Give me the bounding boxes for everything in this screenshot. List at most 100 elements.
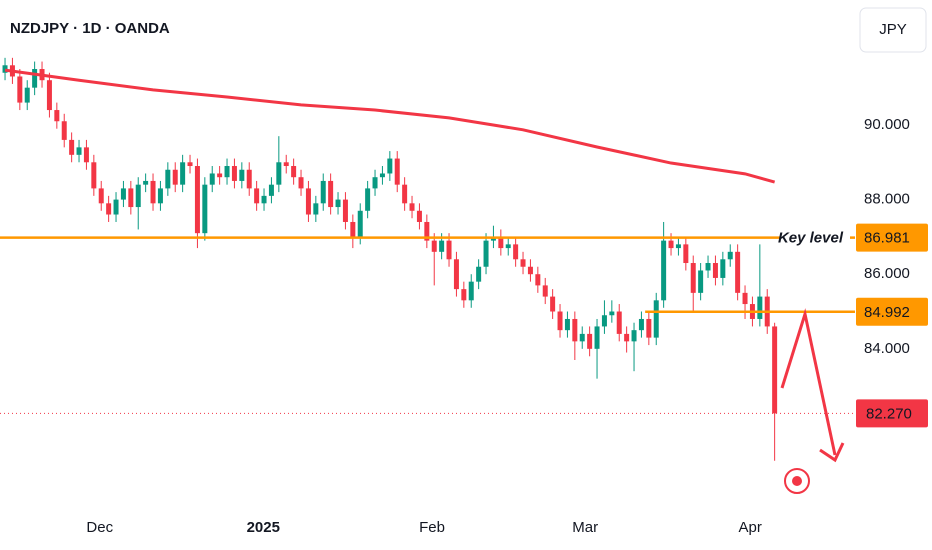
candle-body xyxy=(587,333,593,349)
marker-dot xyxy=(792,476,802,486)
candle-body xyxy=(557,311,563,331)
candle-body xyxy=(313,203,319,215)
moving-average xyxy=(4,68,776,184)
x-tick-label: Mar xyxy=(572,519,598,536)
candle-body xyxy=(631,330,637,342)
candle-body xyxy=(461,289,467,301)
candle-body xyxy=(209,173,215,185)
candle-body xyxy=(32,69,38,88)
candle-body xyxy=(291,166,297,178)
y-tick-label: 86.000 xyxy=(864,265,910,282)
candle-body xyxy=(527,266,533,275)
candle-body xyxy=(727,251,733,260)
x-tick-label: 2025 xyxy=(247,519,280,536)
candle-body xyxy=(283,162,289,167)
candle-body xyxy=(513,244,519,260)
candle-body xyxy=(683,244,689,264)
candle-body xyxy=(409,203,415,211)
currency-button[interactable] xyxy=(859,7,927,53)
candle-body xyxy=(106,203,112,215)
candle-body xyxy=(742,292,748,305)
candle-body xyxy=(276,162,282,185)
candle-body xyxy=(542,285,548,297)
candle-body xyxy=(113,199,119,215)
forecast-arrow xyxy=(780,308,837,456)
level-price-box xyxy=(856,297,928,326)
candle-body xyxy=(402,184,408,204)
candle-body xyxy=(416,210,422,222)
candle-body xyxy=(61,121,67,140)
candle-body xyxy=(98,188,104,204)
symbol-title: NZDJPY · 1D · OANDA xyxy=(10,20,170,37)
candle-body xyxy=(550,296,556,312)
candle-body xyxy=(668,240,674,249)
candle-body xyxy=(698,270,704,293)
candle-body xyxy=(76,147,82,155)
candle-body xyxy=(91,162,97,189)
x-tick-label: Apr xyxy=(739,519,762,536)
candle-body xyxy=(690,263,696,293)
candle-body xyxy=(705,263,711,271)
candle-body xyxy=(624,333,630,342)
candle-body xyxy=(476,266,482,282)
arrow-head xyxy=(819,442,845,463)
candle-body xyxy=(712,263,718,278)
candle-body xyxy=(653,300,659,338)
y-tick-label: 88.000 xyxy=(864,191,910,208)
candle-body xyxy=(17,76,23,103)
candle-body xyxy=(54,110,60,122)
candle-body xyxy=(357,210,363,237)
candle-body xyxy=(69,139,75,155)
candle-body xyxy=(143,180,149,185)
level-price-label: 84.992 xyxy=(864,304,910,321)
candle-body xyxy=(638,318,644,331)
candle-body xyxy=(172,169,178,185)
level-price-label: 86.981 xyxy=(864,230,910,247)
candle-body xyxy=(254,188,260,204)
candle-body xyxy=(187,162,193,167)
candle-body xyxy=(305,188,311,215)
marker-ring xyxy=(784,468,810,494)
candle-body xyxy=(675,244,681,249)
candle-body xyxy=(372,177,378,189)
candle-body xyxy=(387,158,393,174)
candle-body xyxy=(720,259,726,278)
currency-button-label[interactable]: JPY xyxy=(879,21,907,38)
candle-body xyxy=(342,199,348,222)
candle-body xyxy=(202,184,208,234)
candle-body xyxy=(757,296,763,319)
x-tick-label: Feb xyxy=(419,519,445,536)
candle-body xyxy=(483,240,489,267)
candle-body xyxy=(564,318,570,331)
annotation-bg xyxy=(780,227,850,248)
candle-body xyxy=(365,188,371,211)
candle-body xyxy=(609,311,615,316)
last-price-box xyxy=(856,399,928,428)
candle-body xyxy=(298,177,304,189)
candle-body xyxy=(328,180,334,208)
candle-body xyxy=(46,80,52,111)
candle-body xyxy=(661,240,667,301)
candle-body xyxy=(83,147,89,163)
candle-body xyxy=(601,315,607,327)
candle-body xyxy=(379,173,385,178)
candle-body xyxy=(735,251,741,293)
candle-body xyxy=(246,169,252,189)
candle-body xyxy=(439,240,445,252)
candle-body xyxy=(616,311,622,334)
candle-body xyxy=(194,166,200,234)
candle-body xyxy=(239,169,245,181)
y-tick-label: 90.000 xyxy=(864,116,910,133)
candle-body xyxy=(180,162,186,185)
candle-body xyxy=(772,326,778,414)
candle-body xyxy=(224,166,230,178)
candle-body xyxy=(579,333,585,342)
candle-body xyxy=(594,326,600,349)
candle-body xyxy=(520,259,526,267)
candle-body xyxy=(535,274,541,286)
candle-body xyxy=(157,188,163,204)
x-tick-label: Dec xyxy=(86,519,113,536)
candle-body xyxy=(394,158,400,185)
